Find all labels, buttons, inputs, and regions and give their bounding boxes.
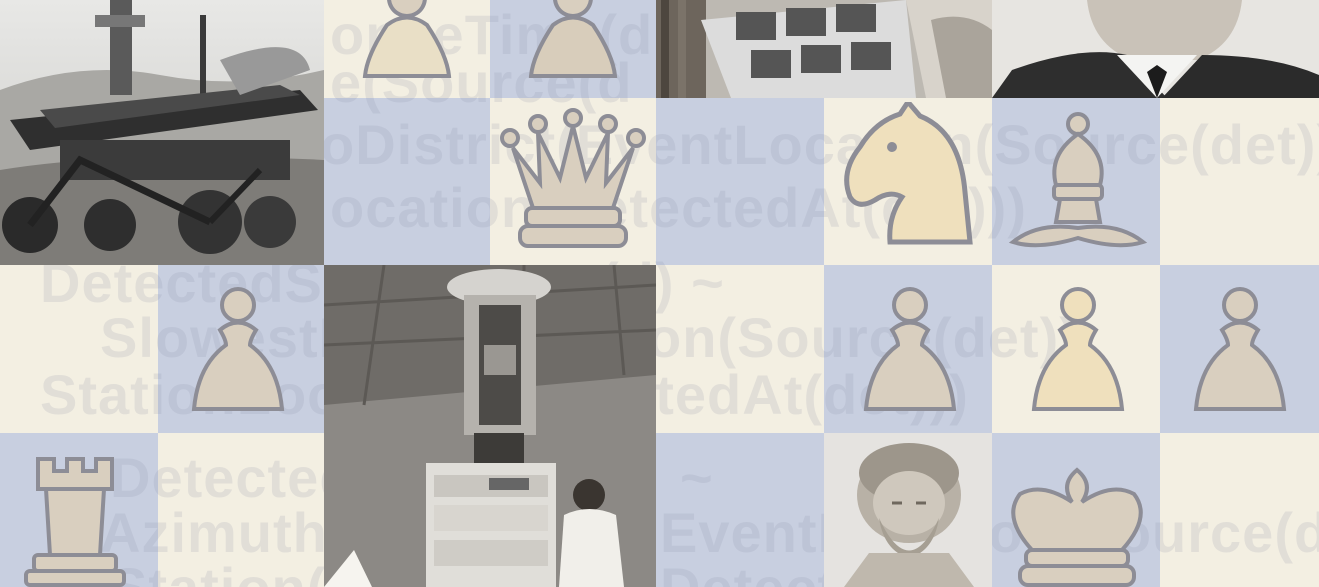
bishop-piece (1008, 110, 1148, 255)
board-square (324, 98, 490, 265)
board-square (158, 433, 324, 587)
mars-rover-photo (0, 0, 324, 265)
rook-piece (20, 455, 130, 587)
bust-statue-photo (824, 433, 992, 587)
pawn-piece (1190, 285, 1290, 415)
pawn-piece (188, 285, 288, 415)
board-square (1160, 433, 1319, 587)
robot-with-operator-photo (324, 265, 656, 587)
board-square (0, 265, 158, 433)
board-square (656, 433, 824, 587)
pawn-piece (1028, 285, 1128, 415)
knight-piece (830, 102, 980, 252)
queen-piece (498, 108, 648, 253)
king-piece (1002, 462, 1152, 587)
pawn-piece (860, 285, 960, 415)
chess-book-reader-photo (656, 0, 992, 98)
board-square (656, 265, 824, 433)
man-in-suit-photo (992, 0, 1319, 98)
pawn-piece (523, 0, 623, 80)
board-square (656, 98, 824, 265)
board-square (1160, 98, 1319, 265)
pawn-piece (357, 0, 457, 80)
